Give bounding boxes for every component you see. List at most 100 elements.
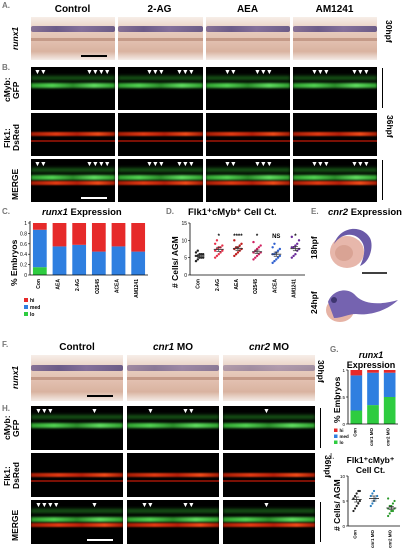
y-tick-label: 0.5 bbox=[339, 395, 346, 400]
x-tick-label: cnr1 MO bbox=[369, 428, 374, 447]
data-point bbox=[371, 492, 374, 495]
bar-med bbox=[350, 375, 363, 411]
time-label-18hpf: 18hpf bbox=[309, 236, 319, 260]
bar-hi bbox=[52, 223, 67, 247]
chart-c-title: runx1 Expression bbox=[42, 207, 122, 218]
row-label-cmyb: cMyb: GFP bbox=[2, 77, 21, 103]
merge-image-control: ▼▼ ▼▼▼▼ bbox=[30, 158, 116, 203]
scale-bar bbox=[87, 539, 113, 541]
panel-label-b: B. bbox=[2, 63, 10, 72]
time-label-36hpf-bottom: 36hpf bbox=[323, 455, 333, 478]
time-label-36hpf-top: 36hpf bbox=[385, 115, 395, 138]
gfp-image-control: ▼▼ ▼▼▼▼ bbox=[30, 66, 116, 111]
y-tick-label: 10 bbox=[181, 238, 187, 244]
data-point bbox=[296, 242, 299, 245]
data-point bbox=[369, 504, 372, 508]
data-point bbox=[355, 492, 358, 495]
embryo-24hpf bbox=[326, 290, 398, 322]
col-header-cnr1-mo: cnr1 MO bbox=[152, 342, 193, 353]
data-point bbox=[387, 514, 390, 518]
y-tick-label: 0 bbox=[342, 422, 345, 427]
merge-image-cnr1-mo: ▼▼ ▼▼ bbox=[126, 499, 220, 545]
y-tick-label: 0.2 bbox=[20, 263, 27, 269]
dsred-image-aea bbox=[205, 112, 291, 157]
data-point bbox=[217, 253, 220, 256]
legend-swatch-lo bbox=[334, 440, 338, 444]
bar-lo bbox=[32, 267, 47, 275]
significance-label: * bbox=[218, 234, 221, 240]
col-header-am1241: AM1241 bbox=[315, 4, 354, 15]
scale-bar bbox=[87, 395, 113, 397]
merge-image-control-mo: ▼▼▼▼ ▼ bbox=[30, 499, 124, 545]
x-tick-label: AM1241 bbox=[291, 279, 297, 298]
ish-image-am1241 bbox=[292, 16, 378, 61]
col-header-aea: AEA bbox=[236, 4, 259, 15]
x-tick-label: Con bbox=[36, 279, 42, 289]
panel-label-d: D. bbox=[166, 207, 174, 216]
data-point bbox=[213, 249, 217, 252]
y-tick-label: 5 bbox=[342, 499, 345, 504]
data-point bbox=[259, 244, 262, 247]
dsred-image-control-mo bbox=[30, 452, 124, 498]
data-point bbox=[353, 507, 357, 510]
legend-label-med: med bbox=[30, 305, 40, 311]
data-point bbox=[233, 239, 236, 242]
x-tick-label: cnr2 MO bbox=[386, 428, 391, 447]
bar-med bbox=[111, 246, 126, 275]
data-point bbox=[257, 246, 261, 249]
col-header-control: Control bbox=[54, 4, 91, 15]
ish-image-cnr2-mo bbox=[222, 354, 316, 402]
x-tick-label: ACEA bbox=[272, 279, 278, 294]
bar-hi bbox=[350, 370, 363, 376]
row-label-runx1-bottom: runx1 bbox=[10, 365, 20, 389]
bar-hi bbox=[131, 223, 146, 252]
chart-c: 0 0.2 0.4 0.6 0.8 1 Con AEA 2-AG O2545 ACEA AM1241… bbox=[20, 221, 148, 318]
bar-hi bbox=[367, 370, 379, 373]
bar-lo bbox=[367, 405, 379, 424]
bar-hi bbox=[91, 223, 106, 252]
dsred-image-am1241 bbox=[292, 112, 378, 157]
legend-swatch-lo bbox=[24, 312, 28, 316]
merge-image-aea: ▼▼ ▼▼▼ bbox=[205, 158, 291, 203]
y-tick-label: 0.4 bbox=[20, 252, 27, 258]
col-header-control-bottom: Control bbox=[59, 342, 95, 353]
data-point bbox=[294, 253, 297, 256]
data-point bbox=[213, 256, 217, 259]
significance-label: * bbox=[256, 234, 259, 240]
data-point bbox=[219, 251, 222, 254]
data-point bbox=[376, 494, 379, 498]
x-tick-label: 2-AG bbox=[75, 279, 81, 291]
scale-bar bbox=[81, 197, 107, 199]
ish-image-cnr1-mo bbox=[126, 354, 220, 402]
bar-med bbox=[52, 246, 67, 275]
panel-label-c: C. bbox=[2, 207, 10, 216]
y-tick-label: 0.6 bbox=[20, 242, 27, 248]
embryo-18hpf bbox=[330, 228, 372, 268]
dsred-image-cnr1-mo bbox=[126, 452, 220, 498]
gfp-image-am1241: ▼▼▼ ▼▼▼ bbox=[292, 66, 378, 111]
data-point bbox=[254, 256, 257, 259]
scale-bar bbox=[81, 55, 107, 57]
data-point bbox=[391, 502, 395, 505]
data-point bbox=[276, 256, 280, 259]
chart-i-title: Flk1⁺cMyb⁺ Cell Ct. bbox=[346, 455, 395, 475]
data-point bbox=[255, 254, 259, 258]
bar-med bbox=[32, 229, 47, 268]
data-point bbox=[234, 253, 238, 256]
data-point bbox=[290, 235, 294, 239]
data-point bbox=[273, 242, 276, 245]
significance-label: NS bbox=[272, 234, 280, 240]
y-tick-label: 1 bbox=[24, 221, 27, 227]
x-tick-label: O2545 bbox=[95, 279, 101, 294]
data-point bbox=[292, 254, 295, 258]
data-point bbox=[221, 249, 224, 252]
y-tick-label: 15 bbox=[181, 221, 187, 227]
data-point bbox=[278, 254, 282, 258]
x-tick-label: Con bbox=[196, 279, 202, 289]
x-tick-label: Con bbox=[353, 530, 358, 539]
data-point bbox=[290, 256, 294, 259]
data-point bbox=[391, 509, 395, 513]
row-label-flk1: Flk1: DsRed bbox=[2, 124, 21, 152]
ish-image-control bbox=[30, 16, 116, 61]
